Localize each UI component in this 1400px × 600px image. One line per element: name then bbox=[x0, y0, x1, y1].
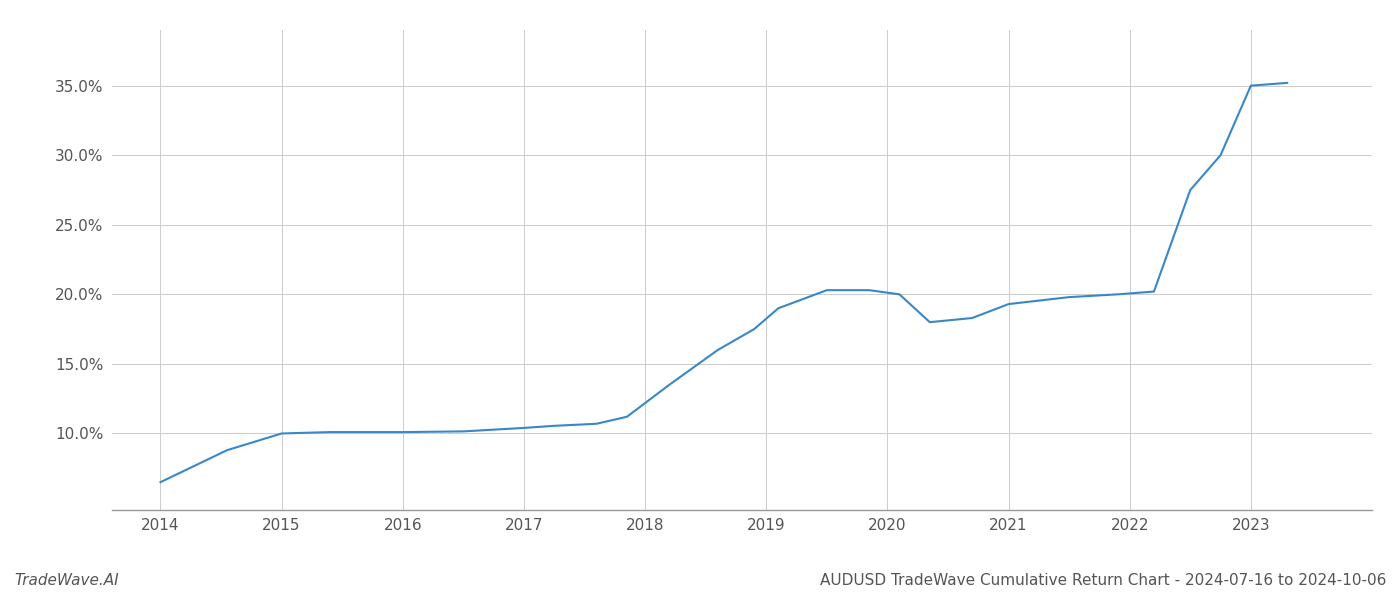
Text: AUDUSD TradeWave Cumulative Return Chart - 2024-07-16 to 2024-10-06: AUDUSD TradeWave Cumulative Return Chart… bbox=[819, 573, 1386, 588]
Text: TradeWave.AI: TradeWave.AI bbox=[14, 573, 119, 588]
